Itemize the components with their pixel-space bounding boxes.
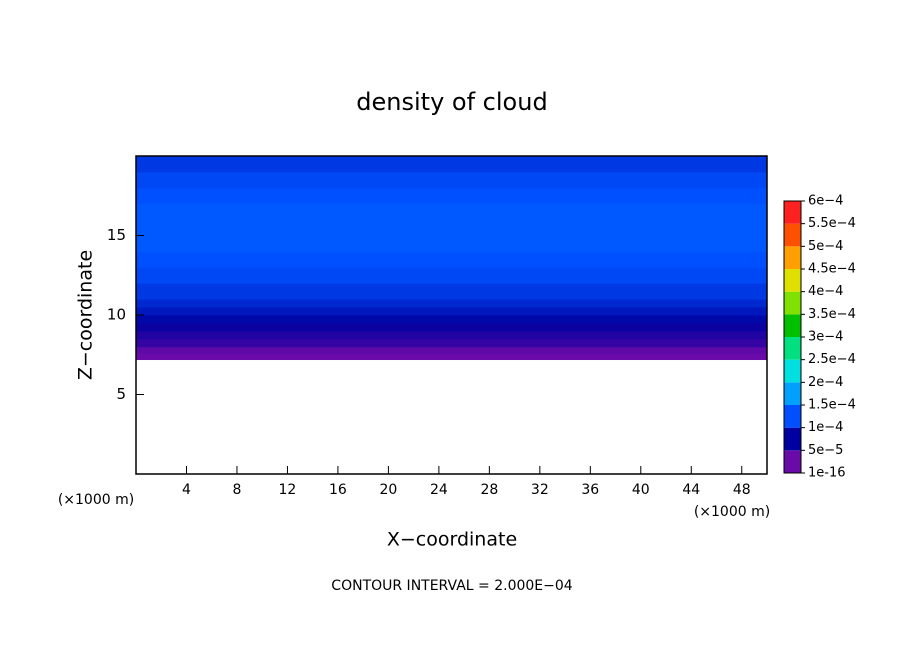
contour-band [136, 187, 767, 205]
contour-interval-note: CONTOUR INTERVAL = 2.000E−04 [331, 578, 572, 594]
x-tick-label: 8 [232, 482, 241, 498]
y-tick-label: 5 [116, 385, 126, 403]
colorbar-band [784, 359, 801, 383]
y-unit-label: (×1000 m) [58, 492, 134, 508]
colorbar-label: 4e−4 [808, 284, 843, 299]
colorbar-band [784, 291, 801, 315]
x-tick-label: 40 [632, 482, 650, 498]
contour-band [136, 346, 767, 354]
contour-band [136, 299, 767, 308]
colorbar-band [784, 382, 801, 405]
colorbar-label: 6e−4 [808, 194, 843, 209]
colorbar-label: 1.5e−4 [808, 398, 856, 413]
y-tick-label: 15 [107, 226, 126, 244]
x-tick-label: 28 [480, 482, 498, 498]
chart-title: density of cloud [356, 88, 547, 116]
colorbar-band [784, 314, 801, 337]
colorbar-label: 2e−4 [808, 375, 843, 390]
contour-band [136, 267, 767, 284]
x-tick-label: 4 [182, 482, 191, 498]
colorbar-label: 1e−4 [808, 420, 843, 435]
contour-band [136, 307, 767, 316]
colorbar-band [784, 269, 801, 292]
colorbar-label: 5e−4 [808, 239, 843, 254]
colorbar-label: 3.5e−4 [808, 307, 856, 322]
contour-band [136, 156, 767, 173]
x-unit-label: (×1000 m) [694, 504, 770, 520]
contour-band [136, 322, 767, 332]
x-axis-label: X−coordinate [387, 529, 517, 551]
x-tick-label: 48 [733, 482, 751, 498]
x-tick-label: 24 [430, 482, 448, 498]
colorbar-label: 5e−5 [808, 443, 843, 458]
colorbar-label: 5.5e−4 [808, 216, 856, 231]
contour-band [136, 219, 767, 236]
x-tick-label: 16 [329, 482, 347, 498]
colorbar-band [784, 223, 801, 247]
colorbar-band [784, 427, 801, 451]
y-tick-label: 10 [107, 306, 126, 324]
x-tick-label: 44 [682, 482, 700, 498]
contour-band [136, 315, 767, 324]
colorbar-label: 2.5e−4 [808, 352, 856, 367]
colorbar-band [784, 405, 801, 428]
contour-band [136, 338, 767, 348]
colorbar-label: 3e−4 [808, 330, 843, 345]
colorbar-band [784, 246, 801, 269]
colorbar-band [784, 337, 801, 360]
contour-band [136, 330, 767, 340]
x-tick-label: 12 [279, 482, 297, 498]
contour-band [136, 251, 767, 268]
colorbar-label: 4.5e−4 [808, 262, 856, 277]
colorbar-band [784, 450, 801, 473]
contour-band [136, 283, 767, 300]
contour-band [136, 235, 767, 252]
x-tick-label: 36 [581, 482, 599, 498]
contour-band [136, 203, 767, 221]
x-tick-label: 32 [531, 482, 549, 498]
colorbar-label: 1e-16 [808, 466, 846, 481]
y-axis-label: Z−coordinate [75, 250, 97, 380]
x-tick-label: 20 [379, 482, 397, 498]
contour-band [136, 171, 767, 189]
contour-band [136, 353, 767, 361]
colorbar-band [784, 201, 801, 224]
